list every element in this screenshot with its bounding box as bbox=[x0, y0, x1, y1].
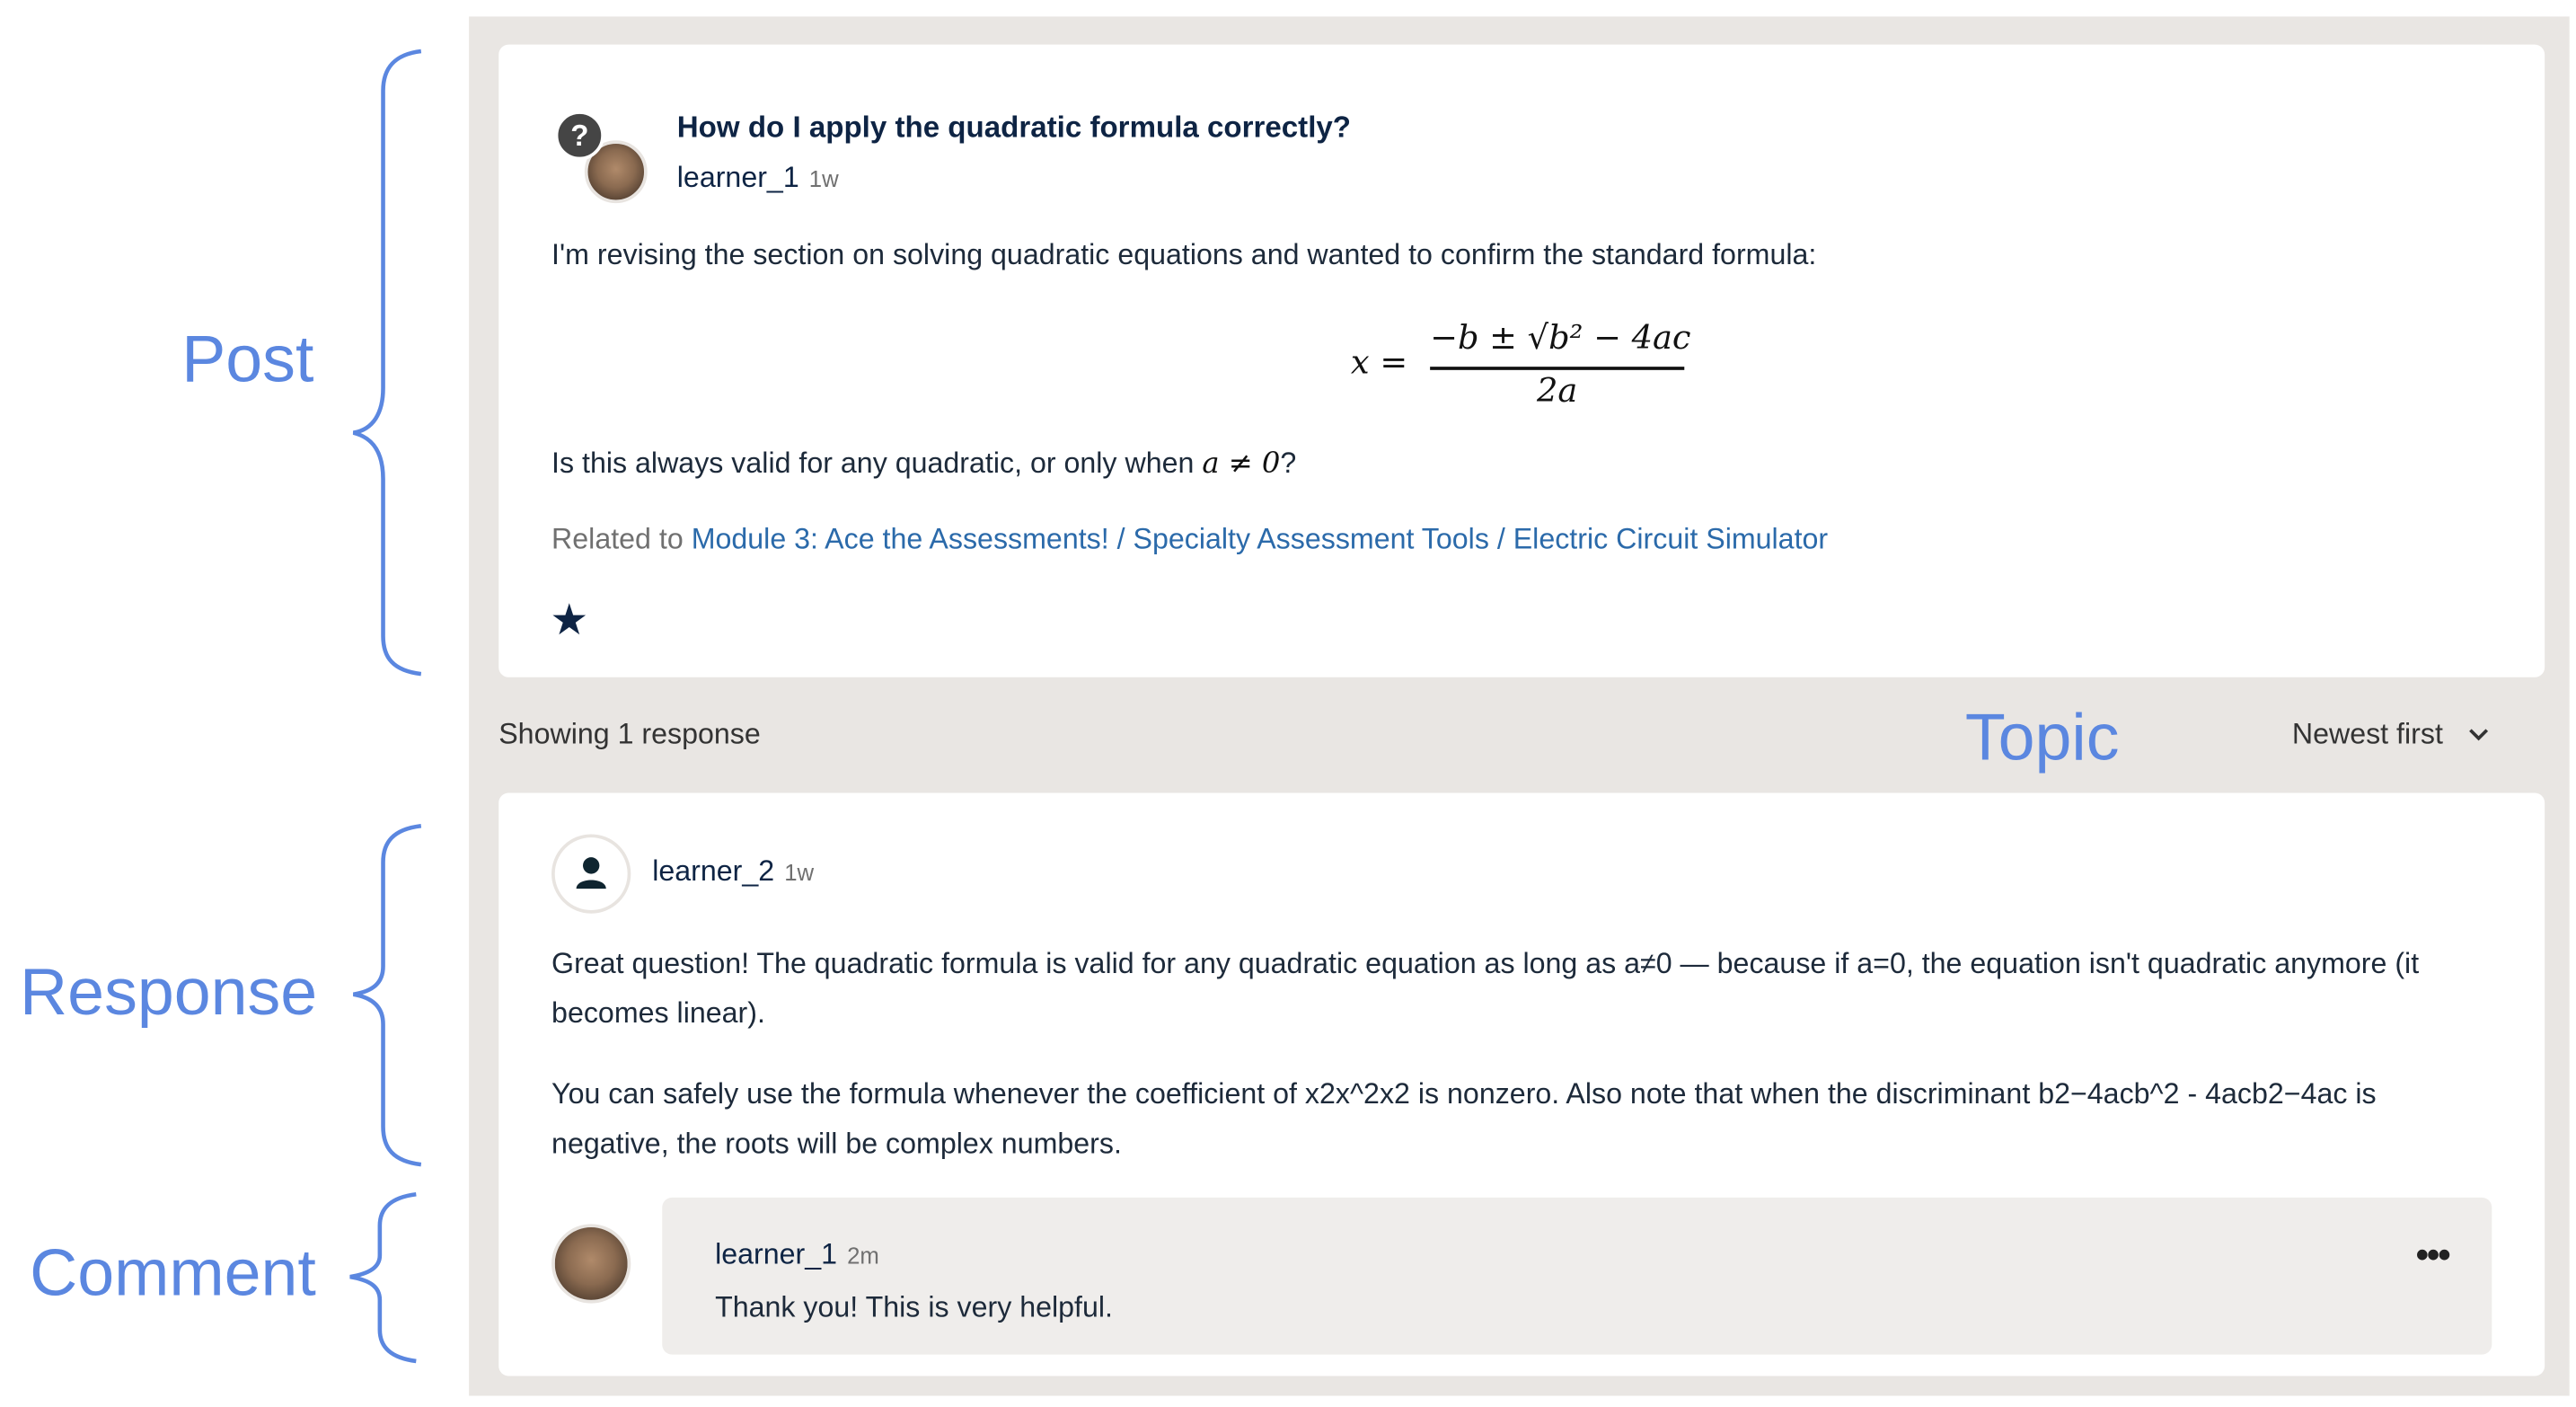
related-topic: Related to Module 3: Ace the Assessments… bbox=[551, 522, 1828, 557]
response-time: 1w bbox=[784, 859, 815, 886]
response-author-avatar[interactable] bbox=[551, 834, 631, 914]
formula-lhs: x = bbox=[1350, 341, 1408, 382]
related-prefix: Related to bbox=[551, 521, 684, 555]
comment-author[interactable]: learner_1 bbox=[715, 1237, 838, 1270]
sort-dropdown[interactable]: Newest first bbox=[2292, 717, 2491, 752]
comment-author-avatar[interactable] bbox=[551, 1224, 631, 1304]
post-brace bbox=[352, 49, 422, 677]
topic-annotation-label: Topic bbox=[1964, 702, 2120, 775]
response-author[interactable]: learner_2 bbox=[652, 854, 775, 888]
sort-label: Newest first bbox=[2291, 716, 2443, 750]
formula-denominator: 2a bbox=[1537, 369, 1578, 410]
question-suffix: ? bbox=[1280, 446, 1297, 480]
chevron-down-icon bbox=[2469, 729, 2489, 741]
comment-annotation-label: Comment bbox=[30, 1237, 316, 1310]
person-icon bbox=[576, 857, 606, 889]
post-card bbox=[498, 44, 2545, 677]
comment-box bbox=[662, 1197, 2492, 1355]
post-annotation-label: Post bbox=[181, 323, 314, 397]
comment-meta: learner_1 2m bbox=[715, 1237, 879, 1272]
response-paragraph-2: You can safely use the formula whenever … bbox=[551, 1076, 2377, 1159]
response-paragraph-1: Great question! The quadratic formula is… bbox=[551, 946, 2420, 1029]
post-body-intro: I'm revising the section on solving quad… bbox=[551, 237, 1817, 271]
comment-text: Thank you! This is very helpful. bbox=[715, 1289, 1113, 1323]
post-time: 1w bbox=[808, 164, 839, 192]
question-text: Is this always valid for any quadratic, … bbox=[551, 446, 1203, 480]
response-brace bbox=[353, 823, 422, 1167]
response-meta: learner_2 1w bbox=[652, 854, 814, 889]
more-options-icon[interactable]: ••• bbox=[2415, 1234, 2451, 1276]
formula-fraction-bar bbox=[1430, 367, 1685, 369]
comment-time: 2m bbox=[847, 1242, 879, 1269]
question-icon: ? bbox=[554, 111, 604, 161]
star-icon[interactable]: ★ bbox=[550, 594, 589, 645]
topic-link[interactable]: Module 3: Ace the Assessments! / Special… bbox=[691, 521, 1829, 555]
post-title: How do I apply the quadratic formula cor… bbox=[676, 111, 1352, 144]
post-author[interactable]: learner_1 bbox=[676, 160, 799, 194]
post-meta: learner_1 1w bbox=[677, 160, 839, 195]
response-count: Showing 1 response bbox=[498, 716, 761, 750]
response-annotation-label: Response bbox=[20, 956, 318, 1030]
formula-numerator: −b ± √b² − 4ac bbox=[1430, 316, 1691, 358]
question-math: a ≠ 0 bbox=[1202, 447, 1281, 482]
comment-brace bbox=[349, 1191, 417, 1364]
post-question: Is this always valid for any quadratic, … bbox=[551, 446, 1296, 481]
